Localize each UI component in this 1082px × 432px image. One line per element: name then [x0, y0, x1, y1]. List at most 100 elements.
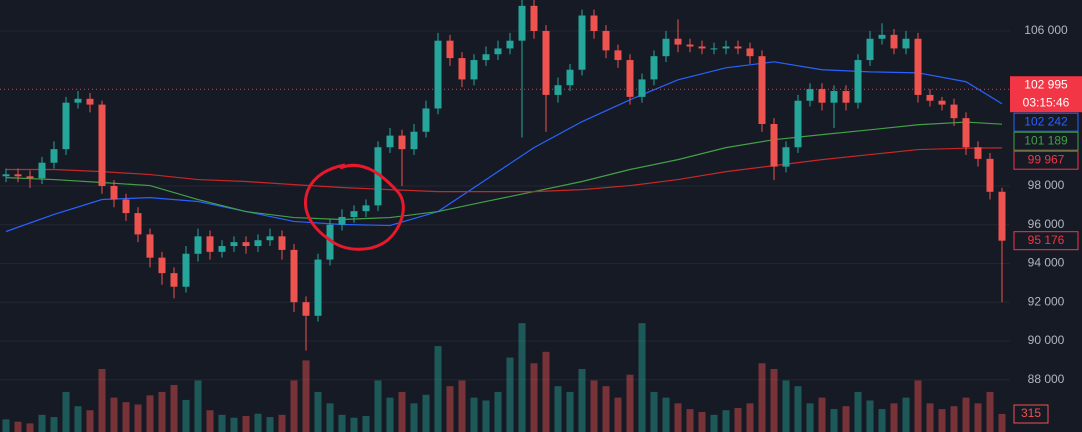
volume-bar: [410, 403, 418, 432]
volume-bar: [770, 369, 778, 432]
value-tag-label: 101 189: [1024, 133, 1068, 147]
volume-layer: [2, 323, 1006, 432]
candle-body: [242, 242, 250, 247]
volume-bar: [494, 391, 502, 432]
candle-body: [554, 85, 562, 95]
volume-bar: [818, 397, 826, 432]
value-tag: [1013, 131, 1079, 151]
volume-bar: [674, 403, 682, 432]
candle-body: [482, 54, 490, 61]
volume-bar: [110, 397, 118, 432]
candle-body: [2, 174, 10, 177]
candle-body: [662, 38, 670, 57]
volume-bar: [134, 404, 142, 432]
volume-bar: [662, 397, 670, 432]
volume-bar: [926, 403, 934, 432]
candle-body: [782, 147, 790, 167]
candle-body: [566, 69, 574, 86]
candle-body: [830, 91, 838, 103]
candle-body: [266, 236, 274, 241]
candle-body: [434, 40, 442, 109]
volume-bar: [938, 409, 946, 432]
candle-body: [506, 40, 514, 49]
candle-body: [350, 211, 358, 217]
volume-bar: [746, 403, 754, 432]
candle-body: [38, 162, 46, 179]
volume-bar: [890, 403, 898, 432]
value-tag-label: 95 176: [1028, 233, 1065, 247]
candle-body: [650, 56, 658, 80]
volume-bar: [50, 417, 58, 432]
volume-bar: [434, 346, 442, 432]
volume-bar: [422, 394, 430, 432]
candle-body: [98, 104, 106, 186]
candle-body: [710, 48, 718, 50]
value-tag-label: 102 242: [1024, 114, 1068, 128]
volume-bar: [902, 397, 910, 432]
volume-tag-label: 315: [1021, 406, 1041, 420]
volume-bar: [962, 397, 970, 432]
volume-bar: [470, 397, 478, 432]
candle-body: [926, 94, 934, 101]
candle-body: [722, 46, 730, 49]
volume-bar: [98, 369, 106, 432]
volume-bar: [26, 423, 34, 432]
candle-body: [602, 30, 610, 51]
candle-body: [902, 38, 910, 49]
volume-bar: [374, 380, 382, 432]
candle-body: [854, 60, 862, 103]
volume-bar: [194, 380, 202, 432]
candle-body: [338, 216, 346, 225]
volume-bar: [686, 409, 694, 432]
volume-bar: [734, 407, 742, 432]
candle-body: [74, 98, 82, 103]
candle-body: [614, 50, 622, 61]
volume-bar: [614, 397, 622, 432]
candle-body: [878, 34, 886, 39]
volume-bar: [806, 403, 814, 432]
volume-tag: [1013, 404, 1049, 424]
volume-bar: [710, 414, 718, 432]
candle-body: [182, 253, 190, 287]
y-tick-label: 88 000: [1028, 372, 1065, 386]
volume-bar: [122, 402, 130, 432]
candle-body: [686, 44, 694, 47]
candle-body: [770, 123, 778, 167]
volume-bar: [986, 391, 994, 432]
volume-bar: [554, 386, 562, 432]
candle-body: [158, 257, 166, 274]
candle-body: [866, 38, 874, 61]
candle-body: [446, 40, 454, 59]
y-tick-label: 96 000: [1028, 217, 1065, 231]
volume-bar: [2, 419, 10, 432]
candle-body: [986, 158, 994, 192]
volume-bar: [950, 406, 958, 432]
candle-body: [734, 46, 742, 49]
y-tick-label: 98 000: [1028, 178, 1065, 192]
volume-bar: [362, 415, 370, 432]
candle-body: [302, 302, 310, 316]
volume-bar: [398, 391, 406, 432]
candle-body: [914, 38, 922, 95]
candle-body: [542, 30, 550, 95]
y-tick-label: 94 000: [1028, 256, 1065, 270]
candle-layer: [2, 0, 1006, 351]
volume-bar: [698, 411, 706, 432]
volume-bar: [170, 385, 178, 432]
candle-body: [818, 89, 826, 103]
candle-body: [50, 149, 58, 163]
candle-body: [278, 236, 286, 250]
y-tick-label: 92 000: [1028, 294, 1065, 308]
candle-body: [398, 135, 406, 150]
candle-body: [458, 58, 466, 80]
ma-layer: [0, 61, 1010, 233]
volume-bar: [638, 323, 646, 432]
volume-bar: [542, 351, 550, 432]
candle-body: [794, 100, 802, 148]
y-tick-label: 106 000: [1024, 23, 1068, 37]
value-tag: [1013, 150, 1079, 170]
volume-bar: [74, 406, 82, 432]
candle-body: [170, 273, 178, 287]
volume-bar: [182, 399, 190, 432]
